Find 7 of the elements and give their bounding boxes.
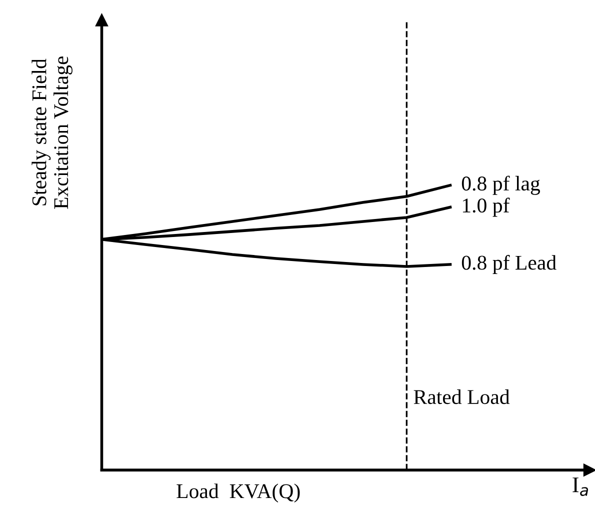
annotation: Rated Load (414, 389, 510, 404)
series-label: 1.0 pf (462, 198, 510, 217)
y-axis-title: Steady state Field Excitation Voltage (32, 56, 72, 209)
series-label: 0.8 pf lag (462, 176, 540, 195)
series-label: 0.8 pf Lead (462, 254, 556, 274)
text: I$_{a}$ (572, 478, 588, 496)
x-axis-title: Load KVA(Q) (176, 484, 300, 502)
